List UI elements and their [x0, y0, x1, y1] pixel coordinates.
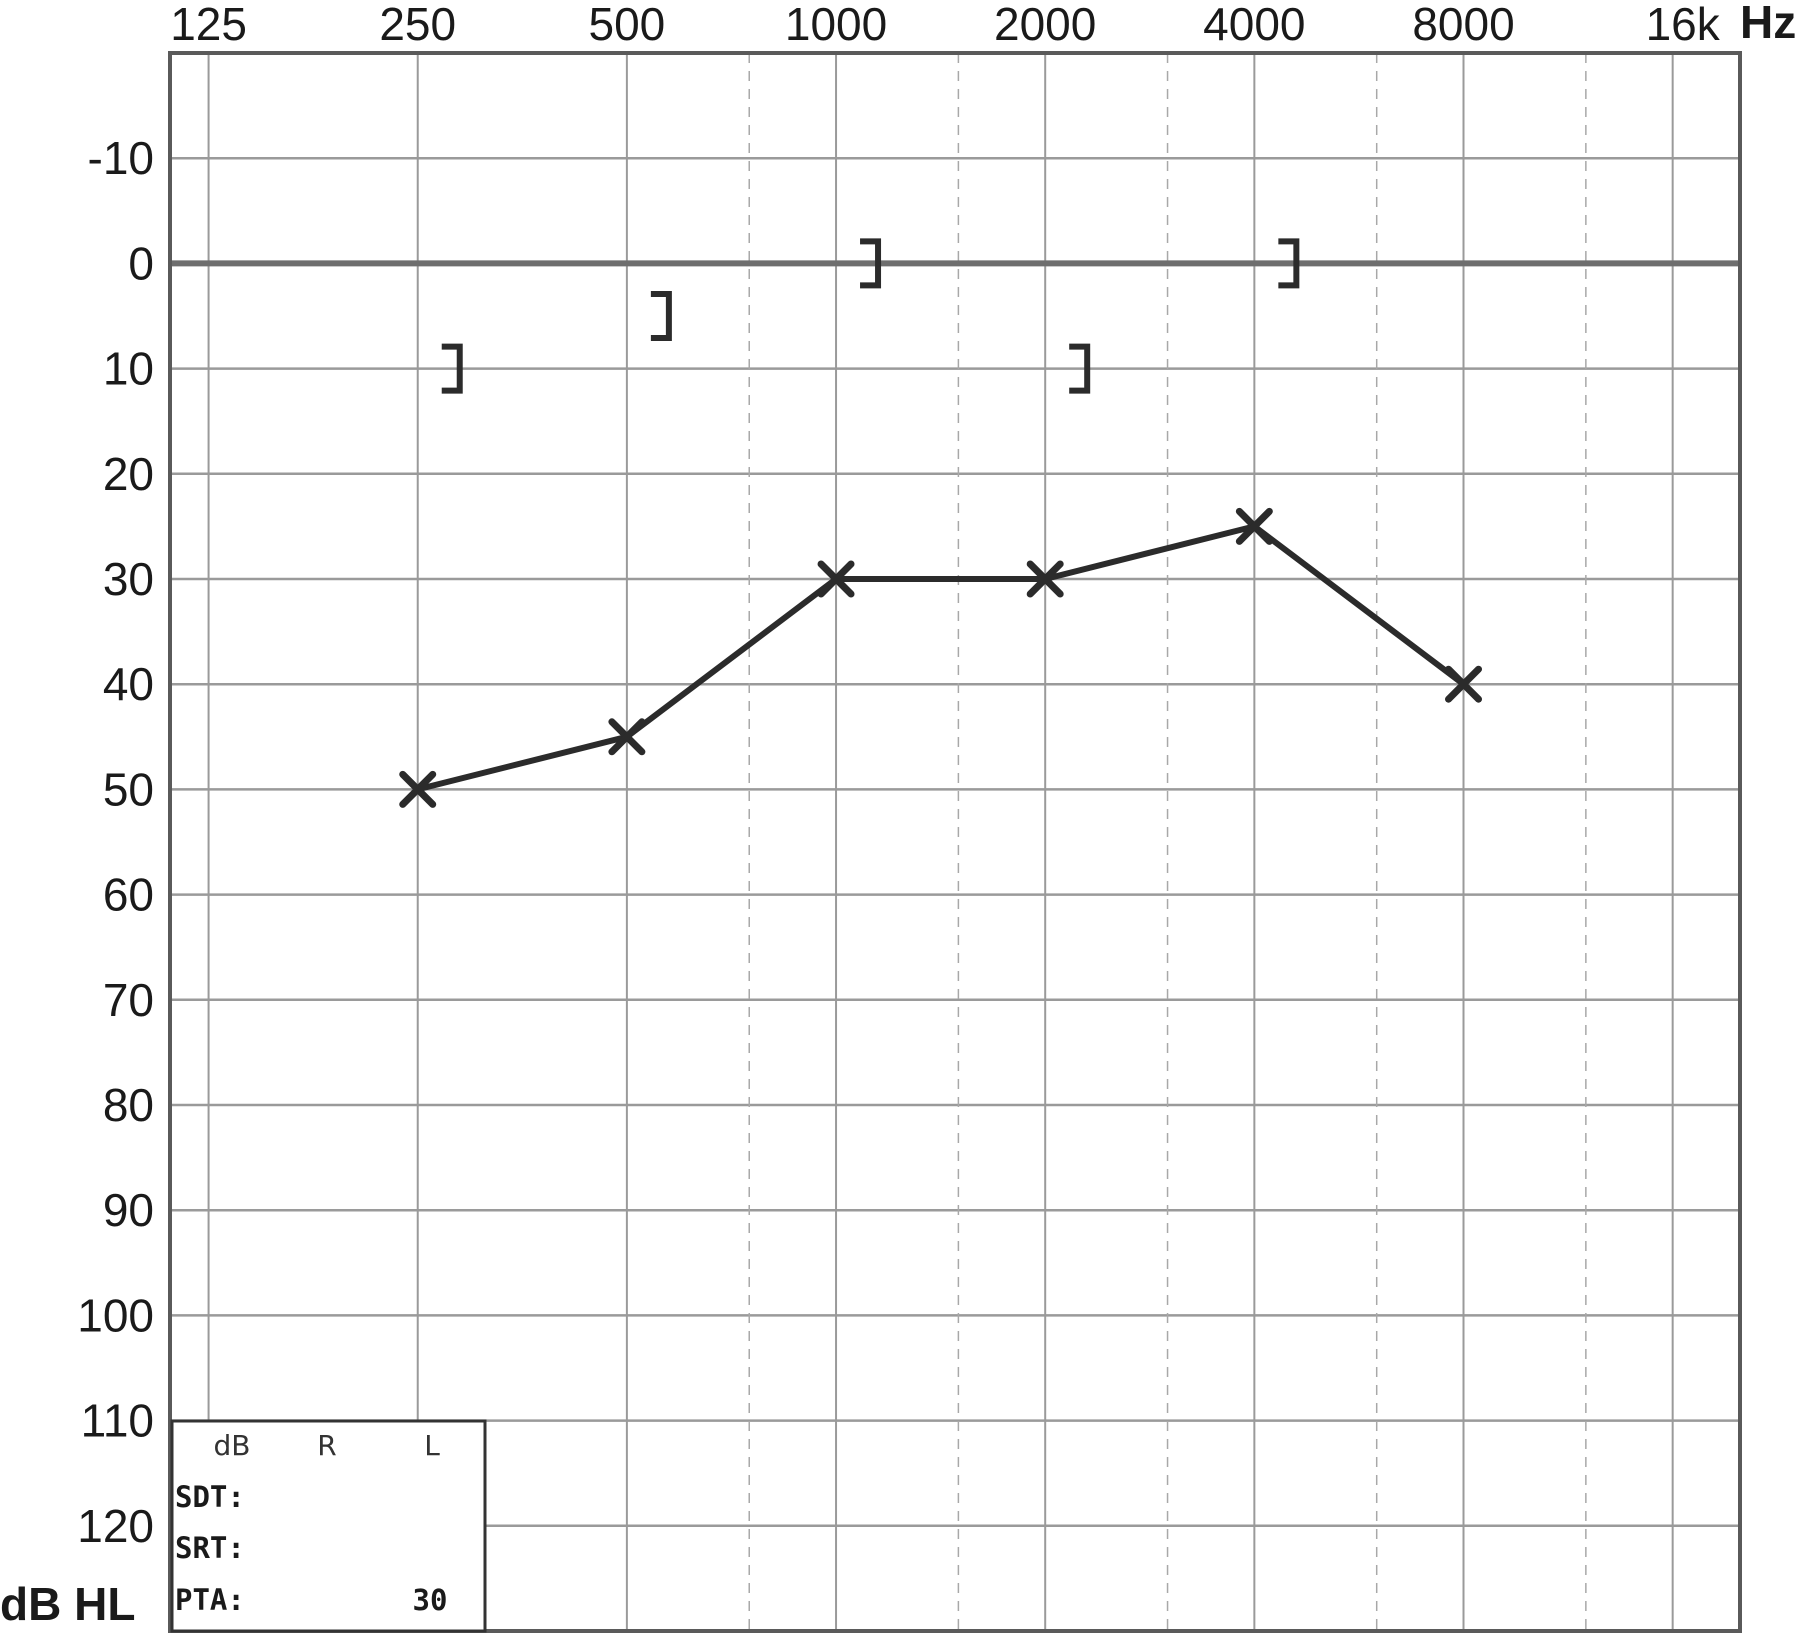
data-point-bracket-marker: [441, 343, 463, 394]
x-tick-label: 4000: [1203, 0, 1305, 50]
y-tick-label: 110: [81, 1395, 154, 1447]
data-point-bracket-marker: [1069, 343, 1091, 394]
grid-layer: [170, 53, 1740, 1631]
x-tick-label: 125: [170, 0, 247, 50]
x-marker-stroke: [608, 718, 646, 756]
y-tick-label: 0: [128, 237, 154, 289]
plot-frame: [168, 51, 1742, 1633]
speech-table-row-srt-label: SRT:: [175, 1531, 245, 1565]
y-tick-label: 90: [103, 1184, 154, 1236]
speech-table-header-r: R: [317, 1429, 336, 1462]
x-marker-stroke: [1026, 560, 1064, 598]
y-tick-label: 70: [103, 974, 154, 1026]
y-tick-label: 50: [103, 763, 154, 815]
x-tick-label: 16k: [1646, 0, 1721, 50]
x-tick-label: 1000: [785, 0, 887, 50]
y-tick-label: 60: [103, 869, 154, 921]
y-tick-label: 20: [103, 448, 154, 500]
x-marker-stroke: [1235, 507, 1273, 545]
series-line-segment: [623, 576, 840, 740]
series-line-segment: [414, 733, 630, 793]
x-tick-label: 500: [589, 0, 666, 50]
y-tick-label: 10: [103, 343, 154, 395]
x-tick-labels: 125 250 500 1000 2000 4000 8000 16k: [170, 0, 1721, 50]
y-tick-label: 100: [77, 1289, 154, 1341]
x-marker-stroke: [399, 770, 437, 808]
speech-table-row-pta-l: 30: [413, 1583, 448, 1617]
speech-table-header-l: L: [424, 1429, 440, 1462]
speech-table-row-pta-label: PTA:: [175, 1583, 245, 1617]
x-marker-stroke: [817, 560, 855, 598]
x-tick-label: 2000: [994, 0, 1096, 50]
data-point-bracket-marker: [1278, 238, 1300, 289]
y-tick-label: 30: [103, 553, 154, 605]
x-axis-unit-label: Hz: [1740, 0, 1796, 48]
x-tick-label: 8000: [1412, 0, 1514, 50]
y-tick-label: -10: [88, 132, 154, 184]
data-point-bracket-marker: [650, 291, 672, 341]
frame-layer: [168, 51, 1742, 1633]
data-point-x-marker: [399, 770, 437, 808]
series-line-segment: [1042, 523, 1258, 582]
speech-table-box: [170, 1419, 487, 1633]
speech-table-row-sdt-label: SDT:: [175, 1480, 245, 1514]
data-point-bracket-marker: [860, 238, 882, 289]
x-marker-stroke: [1445, 665, 1483, 703]
y-tick-label: 120: [77, 1500, 154, 1552]
series-layer: [399, 238, 1483, 808]
data-point-x-marker: [1235, 507, 1273, 545]
data-point-x-marker: [608, 718, 646, 756]
series-line-segment: [1251, 523, 1467, 688]
data-point-x-marker: [817, 560, 855, 598]
y-tick-label: 40: [103, 658, 154, 710]
data-point-x-marker: [1026, 560, 1064, 598]
data-point-x-marker: [1445, 665, 1483, 703]
y-tick-label: 80: [103, 1079, 154, 1131]
speech-table-header-db: dB: [214, 1429, 251, 1462]
x-tick-label: 250: [379, 0, 456, 50]
speech-table: dB R L SDT: SRT: PTA: 30: [170, 1419, 487, 1633]
y-axis-unit-label: dB HL: [0, 1578, 135, 1630]
y-tick-labels: -10 0 10 20 30 40 50 60 70 80 90 100 110 120: [77, 132, 154, 1552]
